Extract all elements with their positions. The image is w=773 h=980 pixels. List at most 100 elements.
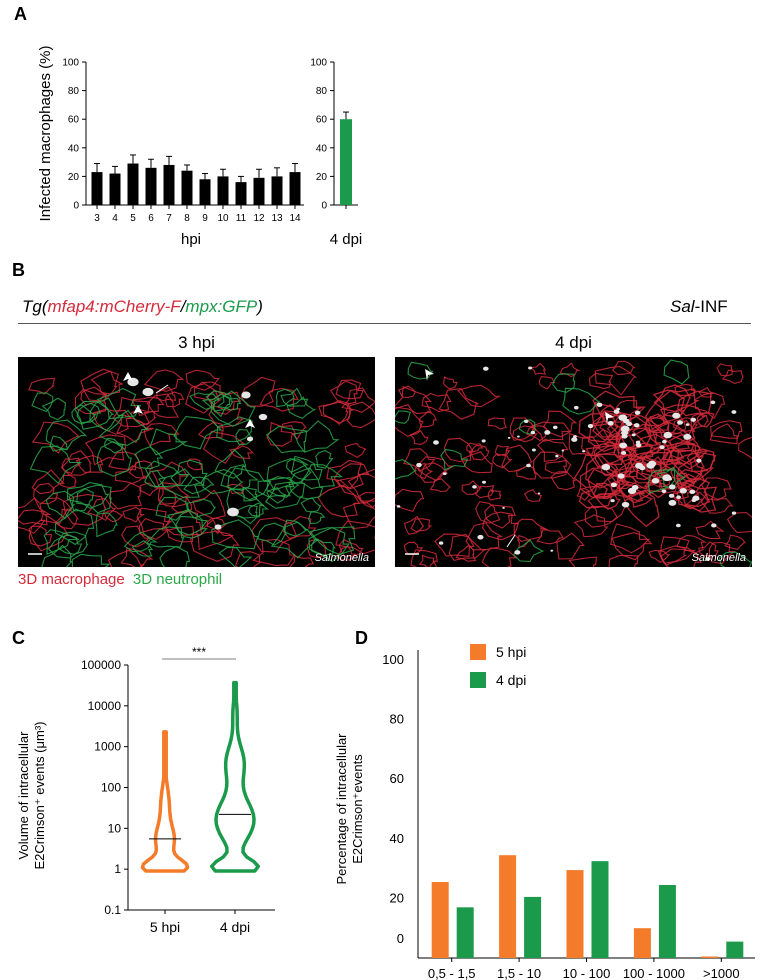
- macrophage-cluster-contour: [696, 411, 715, 428]
- macrophage-contour: [419, 462, 449, 483]
- neutrophil-contour: [266, 458, 312, 491]
- neutrophil-contour: [284, 519, 310, 537]
- neutrophil-contour: [308, 526, 350, 563]
- macrophage-contour: [335, 520, 375, 555]
- macrophage-contour: [252, 538, 296, 566]
- macrophage-contour: [146, 393, 179, 418]
- salmonella-dot: [617, 473, 625, 479]
- macrophage-contour: [33, 482, 59, 505]
- a2-x-label: 4 dpi: [330, 231, 363, 248]
- a-bar: [235, 182, 247, 205]
- salmonella-dot: [613, 409, 620, 414]
- microscopy-render-4dpi: [395, 359, 752, 567]
- macrophage-contour: [611, 532, 653, 561]
- macrophage-contour: [613, 399, 643, 418]
- macrophage-cluster-contour: [653, 384, 692, 413]
- macrophage-cluster-contour: [631, 423, 668, 450]
- macrophage-contour: [671, 485, 693, 501]
- d-y-tick-label: 0: [397, 931, 404, 946]
- macrophage-contour: [395, 488, 425, 513]
- salmonella-dot: [731, 511, 737, 515]
- macrophage-cluster-contour: [592, 410, 637, 441]
- d-legend-swatch: [470, 672, 486, 688]
- d-y-label-line2: E2Crimson⁺events: [350, 754, 365, 864]
- salmonella-dot: [619, 442, 628, 449]
- neutrophil-contour: [235, 504, 258, 525]
- tg-green-text: mpx:GFP: [185, 297, 258, 316]
- macrophage-contour: [455, 544, 477, 562]
- neutrophil-contour: [96, 440, 132, 477]
- neutrophil-contour: [266, 487, 287, 504]
- d-bar: [701, 956, 719, 958]
- salmonella-dot: [482, 480, 486, 484]
- a-bar: [271, 176, 283, 205]
- salmonella-dot: [689, 489, 696, 495]
- infected-macrophages-chart: 0 20 40 60 80 100 3 4 5 6 7 8 9 10 11 12 13 14 hpi Infected…: [37, 46, 363, 248]
- c-violin: [140, 730, 190, 873]
- macrophage-contour: [410, 549, 439, 567]
- salmonella-dot: [587, 423, 594, 429]
- tg-red-text: mfap4:mCherry-F: [47, 297, 181, 316]
- a-y-tick-label: 20: [68, 172, 80, 183]
- macrophage-contour: [726, 511, 752, 534]
- microscopy-image-3hpi: Salmonella: [18, 357, 375, 567]
- salmonella-dot: [258, 413, 268, 421]
- salmonella-dot: [571, 437, 578, 442]
- neutrophil-contour: [159, 545, 191, 567]
- macrophage-contour: [542, 410, 578, 438]
- salmonella-dot: [472, 485, 477, 489]
- salmonella-dot: [662, 439, 667, 444]
- d-bar: [524, 896, 542, 958]
- salmonella-dot: [621, 451, 627, 455]
- salmonella-dot: [561, 449, 565, 452]
- macrophage-contour: [120, 547, 154, 567]
- neutrophil-contour: [183, 476, 215, 495]
- macrophage-cluster-contour: [644, 389, 686, 430]
- volume-violin-chart: 0.1 1 10 100 1000 10000 100000 Volume of intrac…: [16, 645, 275, 935]
- salmonella-dot: [683, 433, 692, 440]
- neutrophil-contour: [311, 537, 336, 556]
- neutrophil-contour: [218, 546, 253, 567]
- salmonella-dot: [241, 391, 251, 399]
- macrophage-cluster-contour: [676, 482, 718, 513]
- neutrophil-contour: [663, 359, 690, 385]
- c-y-tick-label: 1: [114, 862, 121, 876]
- salmonella-dot: [537, 492, 541, 495]
- salmonella-dot: [573, 405, 579, 410]
- a-bar: [289, 172, 301, 205]
- macrophage-cluster-contour: [670, 449, 705, 485]
- neutrophil-contour: [264, 481, 306, 509]
- legend-neutrophil: 3D neutrophil: [132, 571, 223, 588]
- sal-rest: -INF: [694, 297, 728, 316]
- salmonella-dot: [483, 366, 489, 371]
- macrophage-contour: [509, 417, 537, 441]
- macrophage-contour: [347, 468, 375, 502]
- neutrophil-contour: [220, 464, 260, 491]
- macrophage-cluster-contour: [587, 420, 624, 453]
- a-x-tick-label: 8: [184, 213, 190, 224]
- salmonella-dot: [627, 487, 637, 495]
- neutrophil-contour: [265, 425, 308, 454]
- a-y-tick-label: 80: [68, 86, 80, 97]
- transgene-label: Tg(mfap4:mCherry-F/mpx:GFP): [22, 297, 263, 317]
- salmonella-dot: [214, 524, 222, 530]
- neutrophil-contour: [286, 458, 310, 473]
- macrophage-contour: [318, 400, 350, 426]
- macrophage-contour: [202, 430, 246, 465]
- d-y-tick-label: 80: [390, 712, 404, 727]
- salmonella-dot: [631, 433, 636, 437]
- macrophage-contour: [80, 368, 120, 402]
- neutrophil-contour: [29, 445, 83, 485]
- macrophage-contour: [573, 514, 609, 538]
- macrophage-contour: [684, 491, 710, 512]
- macrophage-contour: [523, 489, 543, 503]
- macrophage-contour: [28, 525, 53, 547]
- a-x-axis-label: hpi: [181, 231, 201, 248]
- salmonella-dot: [601, 463, 611, 471]
- neutrophil-contour: [290, 455, 323, 481]
- salmonella-dot: [676, 495, 681, 500]
- macrophage-contour: [185, 369, 220, 391]
- d-bar: [726, 941, 744, 958]
- neutrophil-contour: [308, 510, 326, 525]
- neutrophil-contour: [155, 496, 191, 521]
